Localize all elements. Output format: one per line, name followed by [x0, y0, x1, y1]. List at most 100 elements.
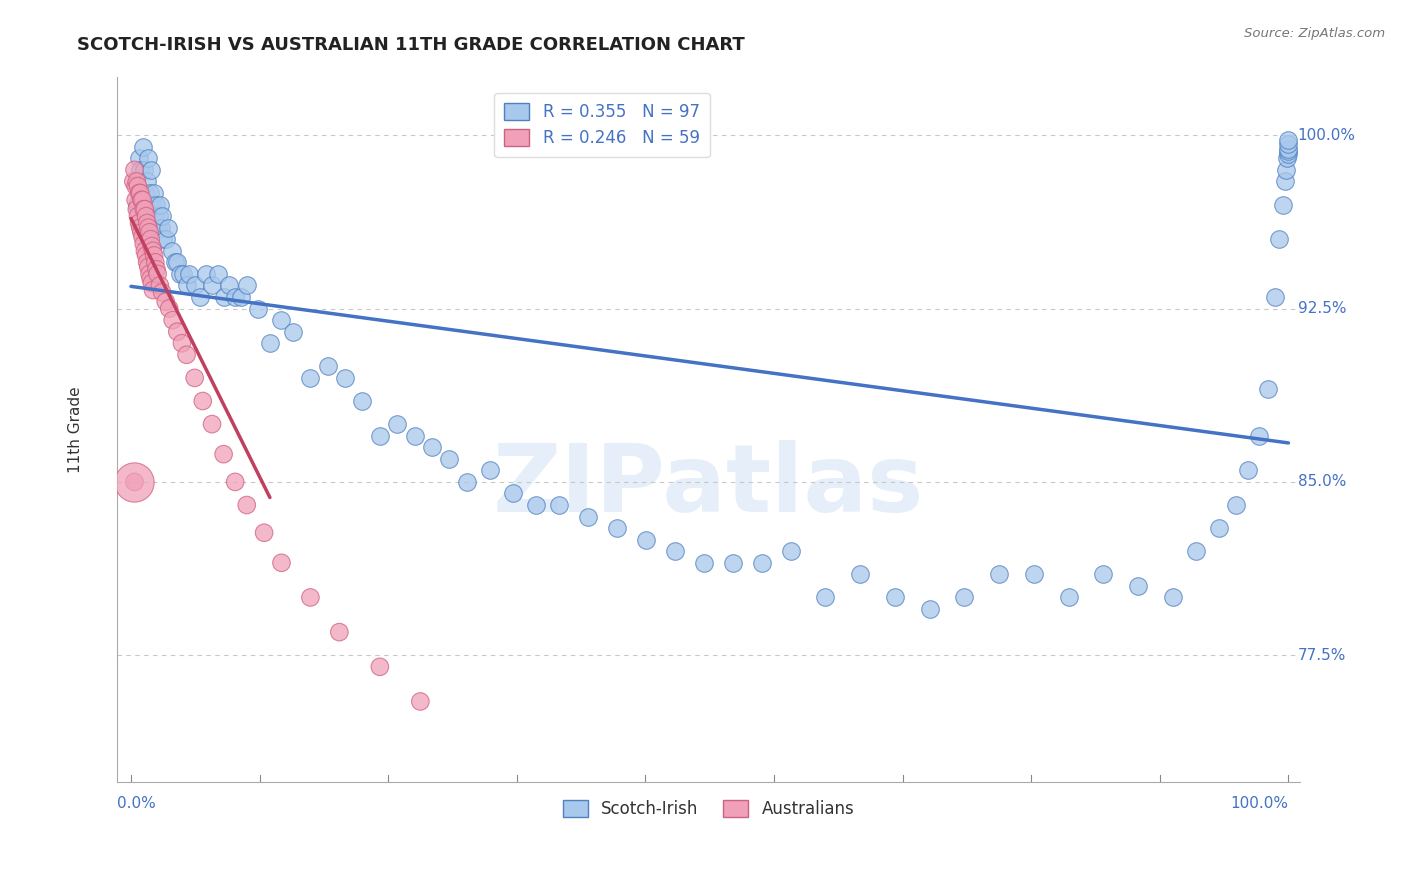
Point	[129, 162, 152, 177]
Point	[134, 202, 156, 217]
Point	[664, 544, 686, 558]
Point	[124, 475, 146, 489]
Point	[145, 262, 167, 277]
Point	[132, 202, 155, 217]
Point	[131, 225, 153, 239]
Point	[387, 417, 409, 431]
Point	[1268, 232, 1291, 246]
Point	[125, 174, 148, 188]
Point	[157, 220, 180, 235]
Point	[139, 232, 162, 246]
Point	[148, 209, 170, 223]
Point	[1277, 137, 1299, 152]
Point	[124, 162, 146, 177]
Point	[138, 220, 160, 235]
Point	[368, 660, 391, 674]
Point	[1022, 567, 1045, 582]
Point	[439, 451, 461, 466]
Point	[150, 220, 173, 235]
Point	[136, 174, 159, 188]
Point	[270, 556, 292, 570]
Point	[129, 186, 152, 200]
Point	[988, 567, 1011, 582]
Point	[1237, 463, 1260, 477]
Point	[124, 475, 146, 489]
Point	[152, 232, 174, 246]
Point	[1249, 428, 1271, 442]
Point	[132, 236, 155, 251]
Point	[166, 325, 188, 339]
Legend: Scotch-Irish, Australians: Scotch-Irish, Australians	[555, 793, 860, 825]
Point	[170, 336, 193, 351]
Point	[1277, 152, 1299, 166]
Point	[693, 556, 716, 570]
Point	[177, 267, 200, 281]
Point	[1277, 146, 1299, 161]
Point	[235, 498, 257, 512]
Point	[218, 278, 240, 293]
Point	[352, 394, 374, 409]
Point	[141, 239, 163, 253]
Point	[207, 267, 229, 281]
Point	[138, 152, 160, 166]
Point	[548, 498, 571, 512]
Point	[195, 267, 218, 281]
Point	[368, 428, 391, 442]
Point	[456, 475, 478, 489]
Point	[127, 179, 149, 194]
Text: 100.0%: 100.0%	[1230, 797, 1288, 811]
Point	[146, 267, 169, 281]
Point	[751, 556, 773, 570]
Point	[135, 209, 157, 223]
Point	[132, 162, 155, 177]
Point	[333, 371, 356, 385]
Point	[1185, 544, 1208, 558]
Point	[135, 248, 157, 262]
Point	[212, 447, 235, 461]
Point	[191, 394, 214, 409]
Point	[849, 567, 872, 582]
Point	[169, 267, 191, 281]
Point	[176, 348, 198, 362]
Point	[124, 179, 146, 194]
Point	[409, 694, 432, 708]
Point	[143, 255, 166, 269]
Point	[299, 591, 322, 605]
Point	[229, 290, 252, 304]
Point	[138, 225, 160, 239]
Point	[128, 216, 150, 230]
Point	[1161, 591, 1184, 605]
Point	[155, 232, 177, 246]
Point	[125, 202, 148, 217]
Point	[502, 486, 524, 500]
Point	[270, 313, 292, 327]
Point	[721, 556, 744, 570]
Point	[128, 152, 150, 166]
Point	[131, 193, 153, 207]
Point	[299, 371, 322, 385]
Point	[131, 140, 153, 154]
Text: Source: ZipAtlas.com: Source: ZipAtlas.com	[1244, 27, 1385, 40]
Point	[1271, 197, 1294, 211]
Point	[176, 278, 198, 293]
Point	[814, 591, 837, 605]
Point	[259, 336, 281, 351]
Point	[166, 255, 188, 269]
Point	[1263, 290, 1285, 304]
Point	[524, 498, 547, 512]
Point	[145, 197, 167, 211]
Point	[125, 197, 148, 211]
Point	[131, 193, 153, 207]
Point	[918, 602, 941, 616]
Point	[420, 440, 443, 454]
Point	[224, 290, 246, 304]
Point	[1057, 591, 1080, 605]
Point	[163, 255, 186, 269]
Point	[127, 209, 149, 223]
Point	[157, 301, 180, 316]
Point	[138, 260, 160, 274]
Point	[606, 521, 628, 535]
Point	[201, 278, 224, 293]
Point	[155, 294, 177, 309]
Point	[142, 283, 165, 297]
